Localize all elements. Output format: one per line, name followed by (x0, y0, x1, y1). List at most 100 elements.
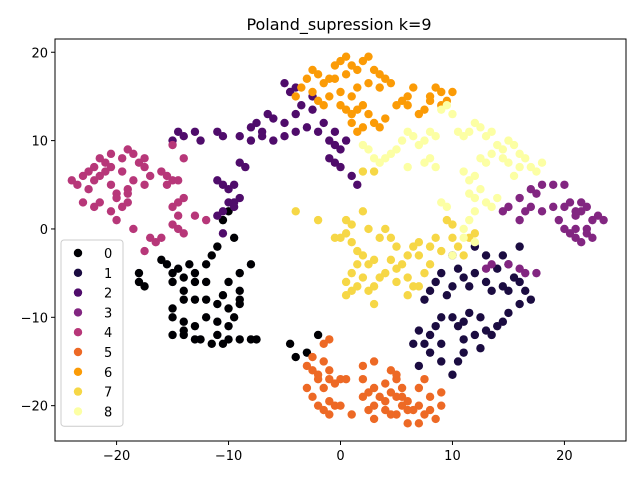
point-cluster-8 (465, 127, 474, 136)
point-cluster-7 (358, 273, 368, 282)
point-cluster-8 (476, 154, 485, 163)
point-cluster-8 (509, 140, 519, 150)
point-cluster-0 (179, 295, 188, 304)
point-cluster-4 (106, 149, 116, 159)
point-cluster-7 (414, 282, 424, 291)
point-cluster-1 (420, 339, 429, 349)
legend-label: 2 (104, 287, 112, 302)
legend-label: 3 (104, 306, 112, 321)
point-cluster-8 (470, 238, 480, 247)
point-cluster-7 (442, 215, 452, 225)
point-cluster-1 (459, 273, 468, 282)
point-cluster-5 (325, 410, 334, 419)
point-cluster-6 (364, 109, 373, 119)
point-cluster-6 (386, 78, 396, 88)
point-cluster-6 (353, 83, 362, 92)
point-cluster-7 (369, 299, 379, 309)
point-cluster-3 (481, 264, 491, 273)
point-cluster-3 (515, 215, 524, 225)
legend-marker (73, 407, 83, 416)
point-cluster-8 (470, 207, 480, 216)
point-cluster-0 (185, 260, 194, 269)
point-cluster-7 (364, 224, 373, 234)
point-cluster-1 (459, 348, 468, 357)
point-cluster-1 (515, 299, 524, 309)
point-cluster-6 (347, 118, 356, 128)
x-tick-label: −20 (103, 449, 130, 464)
point-cluster-7 (347, 268, 356, 278)
point-cluster-4 (84, 185, 93, 194)
point-cluster-1 (515, 277, 524, 287)
point-cluster-8 (515, 162, 524, 172)
point-cluster-5 (319, 357, 328, 366)
point-cluster-0 (190, 268, 200, 278)
point-cluster-5 (302, 383, 312, 393)
point-cluster-0 (168, 277, 177, 287)
legend-marker (73, 328, 83, 337)
point-cluster-2 (218, 131, 228, 141)
legend-box (60, 239, 124, 427)
point-cluster-1 (448, 282, 457, 291)
point-cluster-2 (330, 127, 340, 136)
point-cluster-6 (448, 87, 457, 97)
point-cluster-3 (537, 207, 547, 216)
point-cluster-2 (257, 131, 267, 141)
chart-title: Poland_supression k=9 (246, 15, 431, 35)
point-cluster-0 (235, 299, 244, 309)
point-cluster-7 (369, 255, 379, 265)
point-cluster-7 (403, 273, 412, 282)
point-cluster-8 (414, 140, 424, 150)
point-cluster-7 (358, 251, 368, 260)
point-cluster-1 (459, 317, 468, 326)
point-cluster-1 (437, 357, 446, 366)
point-cluster-8 (537, 158, 547, 167)
point-cluster-7 (437, 246, 446, 256)
point-cluster-5 (341, 374, 351, 384)
point-cluster-5 (397, 383, 407, 393)
point-cluster-5 (414, 383, 424, 393)
point-cluster-1 (425, 348, 435, 357)
point-cluster-3 (560, 224, 569, 234)
point-cluster-5 (369, 414, 379, 424)
point-cluster-7 (386, 255, 396, 265)
point-cluster-1 (504, 286, 513, 295)
point-cluster-6 (341, 52, 351, 61)
point-cluster-8 (369, 154, 379, 163)
point-cluster-6 (325, 92, 334, 101)
y-tick-label: 0 (40, 223, 48, 238)
point-cluster-1 (420, 295, 429, 304)
point-cluster-1 (465, 308, 474, 318)
point-cluster-7 (336, 233, 345, 242)
point-cluster-5 (397, 392, 407, 402)
point-cluster-6 (313, 96, 323, 106)
point-cluster-7 (397, 260, 407, 269)
point-cluster-1 (437, 268, 446, 278)
point-cluster-1 (431, 321, 440, 331)
point-cluster-4 (123, 189, 132, 198)
point-cluster-8 (431, 162, 440, 172)
point-cluster-5 (336, 401, 345, 410)
point-cluster-6 (364, 52, 373, 61)
point-cluster-4 (78, 198, 88, 207)
point-cluster-2 (229, 180, 239, 189)
point-cluster-8 (498, 145, 508, 154)
point-cluster-0 (313, 330, 323, 340)
point-cluster-3 (504, 260, 513, 269)
legend-label: 0 (104, 247, 112, 262)
point-cluster-7 (392, 242, 401, 251)
point-cluster-2 (269, 136, 278, 145)
point-cluster-4 (145, 171, 155, 181)
point-cluster-4 (140, 154, 149, 163)
point-cluster-2 (280, 78, 289, 88)
point-cluster-7 (341, 291, 351, 300)
point-cluster-7 (347, 220, 356, 229)
point-cluster-3 (532, 268, 541, 278)
point-cluster-5 (386, 410, 396, 419)
point-cluster-7 (353, 282, 362, 291)
point-cluster-1 (453, 357, 463, 366)
point-cluster-1 (481, 326, 491, 335)
point-cluster-5 (392, 370, 401, 379)
point-cluster-6 (330, 74, 340, 83)
point-cluster-2 (218, 207, 228, 216)
point-cluster-0 (168, 313, 177, 322)
